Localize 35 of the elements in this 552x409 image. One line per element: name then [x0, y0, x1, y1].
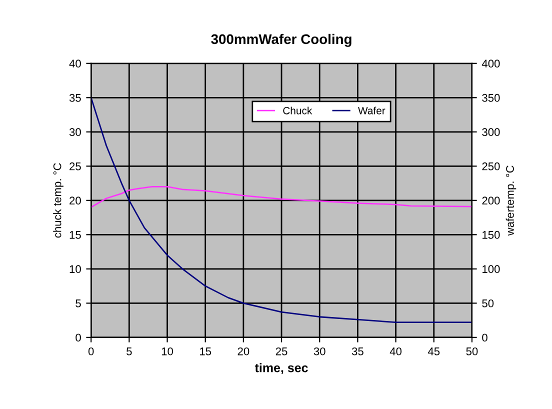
y-tick-label: 40 [69, 60, 81, 68]
y-tick-label: 0 [76, 334, 81, 342]
y-tick-label: 15 [70, 231, 81, 239]
x-tick-label: 45 [428, 348, 440, 356]
x-tick-label: 5 [126, 348, 132, 356]
chart-title: 300mmWafer Cooling [211, 34, 352, 47]
x-tick-label: 35 [352, 347, 364, 356]
x-tick-label: 15 [200, 348, 212, 356]
legend-label: Wafer [358, 106, 386, 114]
x-tick-label: 25 [276, 347, 288, 356]
x-tick-label: 20 [238, 347, 250, 356]
y-tick-label: 30 [69, 128, 81, 136]
x-tick-label: 50 [466, 347, 478, 356]
legend-label: Chuck [283, 106, 312, 114]
y2-tick-label: 300 [482, 128, 500, 136]
y-axis-title: chuck temp. °C [53, 163, 64, 238]
y2-tick-label: 50 [482, 299, 494, 308]
y2-tick-label: 200 [482, 196, 500, 205]
y-tick-label: 35 [69, 94, 81, 102]
y-tick-label: 10 [70, 265, 81, 274]
y2-tick-label: 400 [482, 60, 500, 68]
x-tick-label: 0 [88, 347, 94, 356]
x-tick-label: 40 [390, 347, 402, 356]
y-tick-label: 5 [76, 300, 81, 308]
y2-tick-label: 0 [482, 334, 488, 342]
y2-tick-label: 100 [482, 265, 500, 274]
y-tick-label: 25 [70, 162, 81, 170]
x-axis-title: time, sec [254, 363, 308, 374]
y2-tick-label: 150 [482, 230, 500, 239]
y-tick-label: 20 [70, 196, 81, 205]
y2-tick-label: 250 [482, 162, 500, 170]
y2-axis-title: wafertemp. °C [506, 166, 516, 236]
x-tick-label: 10 [162, 347, 173, 356]
y2-tick-label: 350 [482, 94, 500, 102]
x-tick-label: 30 [314, 347, 326, 356]
